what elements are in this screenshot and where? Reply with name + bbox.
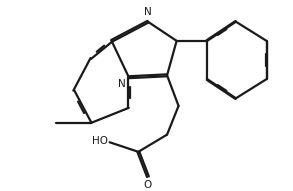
Text: N: N: [118, 79, 126, 89]
Text: O: O: [144, 180, 152, 189]
Text: HO: HO: [92, 136, 108, 146]
Text: N: N: [144, 7, 152, 17]
